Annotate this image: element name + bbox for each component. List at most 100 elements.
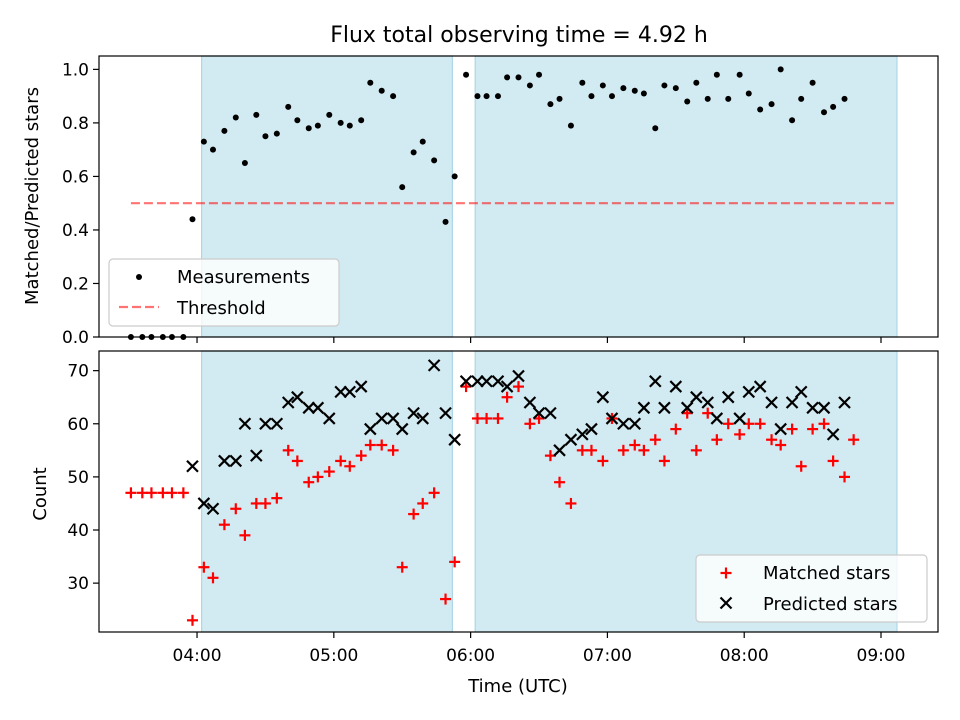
predicted-star-point (427, 359, 441, 372)
measurement-point (684, 98, 691, 105)
predicted-star-point (416, 412, 430, 425)
matched-star-point (259, 497, 271, 509)
matched-star-point (754, 418, 766, 430)
top-y-tick-label: 0.2 (62, 274, 89, 294)
measurement-point (713, 71, 720, 78)
predicted-star-point (596, 390, 610, 404)
predicted-star-point (637, 401, 651, 415)
predicted-star-point (564, 433, 578, 446)
measurement-point (515, 74, 522, 81)
matched-star-point (585, 444, 597, 456)
matched-star-point (649, 434, 661, 446)
matched-star-point (145, 487, 157, 499)
matched-star-point (638, 444, 650, 456)
measurement-point (588, 93, 595, 100)
legend-predicted-label: Predicted stars (763, 594, 897, 615)
figure-title: Flux total observing time = 4.92 h (330, 23, 708, 48)
predicted-star-point (721, 390, 735, 404)
predicted-star-point (448, 433, 461, 446)
predicted-star-point (364, 422, 377, 436)
predicted-star-point (218, 454, 231, 468)
predicted-star-point (302, 401, 316, 415)
measurement-point (410, 149, 417, 156)
measurement-point (200, 138, 207, 145)
matched-star-point (282, 444, 294, 456)
matched-star-point (722, 418, 734, 430)
x-tick-label: 07:00 (583, 646, 632, 666)
matched-star-point (734, 428, 746, 440)
matched-star-point (323, 466, 335, 478)
measurement-point (556, 95, 563, 102)
measurement-point (704, 95, 711, 102)
measurement-point (640, 90, 647, 97)
matched-star-point (230, 503, 242, 515)
matched-star-point (408, 508, 420, 520)
legend-frame (108, 258, 340, 327)
matched-star-point (554, 476, 566, 488)
matched-star-point (239, 529, 251, 541)
measurement-point (745, 90, 752, 97)
matched-star-point (565, 497, 577, 509)
measurement-point (547, 101, 554, 108)
predicted-star-point (794, 385, 808, 399)
measurement-point (672, 85, 679, 92)
measurement-point (451, 173, 458, 180)
measurement-point (378, 87, 385, 94)
measurement-point (326, 111, 333, 118)
matched-star-point (364, 439, 376, 451)
predicted-star-point (512, 369, 525, 383)
bottom-y-tick-label: 60 (67, 415, 89, 435)
measurement-point (777, 66, 784, 73)
predicted-star-point (334, 385, 347, 399)
matched-star-point (355, 450, 367, 462)
measurement-point (294, 117, 301, 124)
legend-predicted-marker (719, 596, 733, 610)
x-tick-label: 09:00 (857, 646, 906, 666)
legend-matched-marker (720, 567, 732, 579)
predicted-star-point (491, 375, 505, 388)
predicted-star-point (439, 406, 452, 420)
predicted-star-point (765, 396, 778, 409)
bottom-y-axis-label: Count (30, 467, 51, 520)
measurement-point (725, 95, 732, 102)
measurement-point (419, 138, 426, 145)
measurement-point (399, 184, 406, 191)
matched-star-point (166, 487, 178, 499)
measurement-point (841, 95, 848, 102)
predicted-star-point (523, 396, 537, 409)
matched-star-point (312, 471, 324, 483)
measurement-point (483, 93, 490, 100)
predicted-star-point (806, 401, 819, 415)
top-legend: Measurements Threshold (108, 258, 340, 327)
measurement-point (830, 103, 837, 110)
predicted-star-point (238, 417, 252, 431)
predicted-star-point (628, 417, 642, 431)
matched-star-point (218, 519, 230, 531)
measurement-point (463, 71, 470, 78)
matched-star-point (513, 381, 524, 393)
measurement-point (494, 93, 501, 100)
predicted-star-point (649, 375, 662, 388)
matched-star-point (766, 434, 778, 446)
matched-star-point (848, 434, 860, 446)
measurement-point (821, 109, 828, 116)
predicted-star-point (742, 385, 756, 399)
predicted-star-point (322, 412, 336, 425)
matched-star-point (417, 497, 429, 509)
matched-star-point (344, 460, 356, 472)
predicted-star-point (585, 422, 598, 436)
predicted-star-point (774, 422, 787, 436)
measurement-point (579, 79, 586, 86)
top-y-tick-label: 0.4 (62, 221, 89, 241)
predicted-star-point (354, 380, 368, 393)
predicted-star-point (375, 412, 388, 425)
measurement-point (209, 146, 216, 153)
predicted-star-point (311, 401, 325, 415)
matched-star-point (681, 407, 693, 419)
matched-star-point (271, 492, 283, 504)
top-axes-frame (98, 55, 939, 338)
predicted-star-point (459, 375, 473, 388)
measurement-point (337, 119, 344, 126)
predicted-star-point (206, 502, 220, 516)
